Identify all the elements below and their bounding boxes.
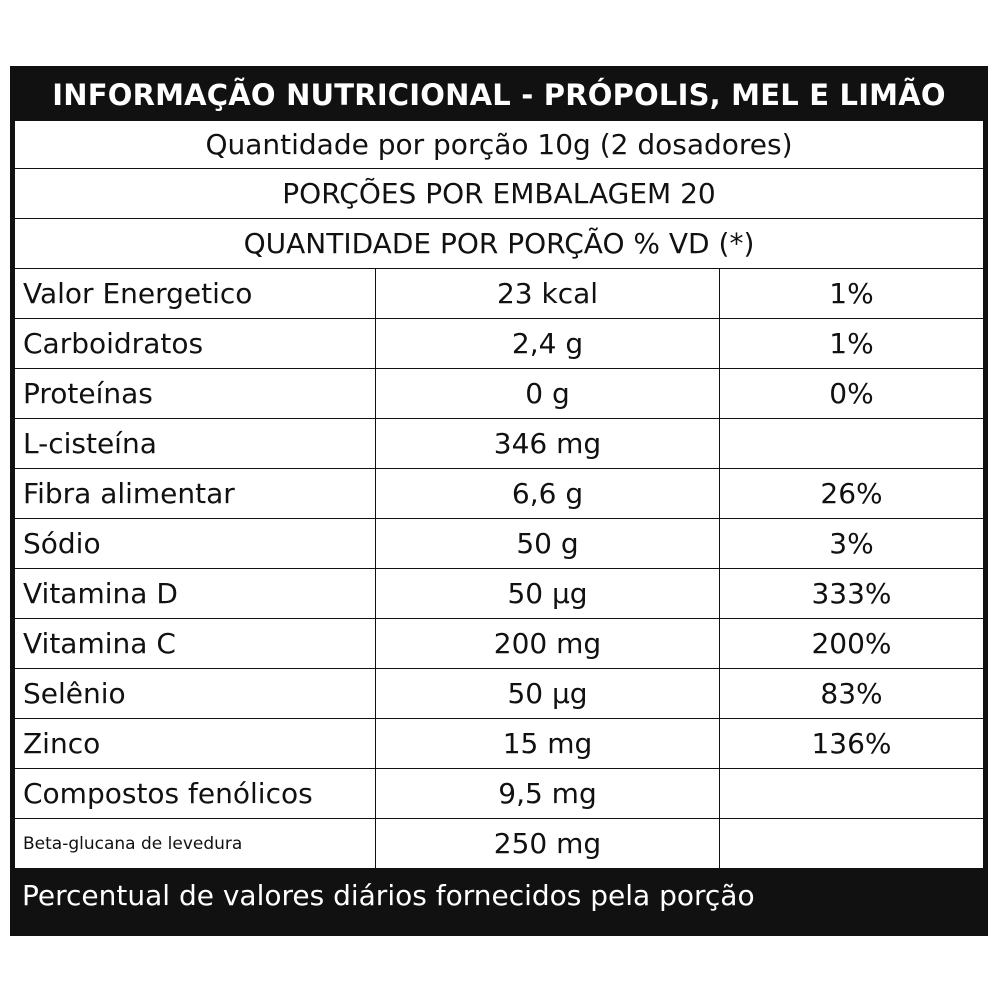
nutrient-amount: 50 µg <box>375 668 720 719</box>
nutrient-vd <box>719 818 983 869</box>
nutrient-name: Compostos fenólicos <box>15 768 376 819</box>
nutrient-name: Proteínas <box>15 368 376 419</box>
table-row: Sódio 50 g 3% <box>15 518 983 569</box>
nutrient-table: Valor Energetico 23 kcal 1% Carboidratos… <box>15 269 983 869</box>
nutrient-name: Vitamina C <box>15 618 376 669</box>
nutrient-amount: 50 µg <box>375 568 720 619</box>
nutrient-amount: 2,4 g <box>375 318 720 369</box>
table-row: Zinco 15 mg 136% <box>15 718 983 769</box>
table-row: Selênio 50 µg 83% <box>15 668 983 719</box>
nutrient-amount: 9,5 mg <box>375 768 720 819</box>
nutrient-vd: 1% <box>719 318 983 369</box>
nutrient-vd: 83% <box>719 668 983 719</box>
table-row: Beta-glucana de levedura 250 mg <box>15 818 983 869</box>
nutrient-name: Valor Energetico <box>15 269 376 319</box>
table-row: Carboidratos 2,4 g 1% <box>15 318 983 369</box>
nutrient-amount: 0 g <box>375 368 720 419</box>
servings-per-package: PORÇÕES POR EMBALAGEM 20 <box>15 169 983 219</box>
nutrient-amount: 23 kcal <box>375 269 720 319</box>
nutrient-amount: 200 mg <box>375 618 720 669</box>
nutrient-amount: 6,6 g <box>375 468 720 519</box>
nutrient-vd: 333% <box>719 568 983 619</box>
table-row: Vitamina C 200 mg 200% <box>15 618 983 669</box>
column-header: QUANTIDADE POR PORÇÃO % VD (*) <box>15 219 983 269</box>
nutrient-vd: 200% <box>719 618 983 669</box>
table-row: Fibra alimentar 6,6 g 26% <box>15 468 983 519</box>
nutrient-vd: 1% <box>719 269 983 319</box>
nutrient-name: Selênio <box>15 668 376 719</box>
table-row: Compostos fenólicos 9,5 mg <box>15 768 983 819</box>
nutrient-amount: 250 mg <box>375 818 720 869</box>
nutrient-name: Fibra alimentar <box>15 468 376 519</box>
nutrient-vd: 0% <box>719 368 983 419</box>
nutrient-amount: 50 g <box>375 518 720 569</box>
nutrient-amount: 15 mg <box>375 718 720 769</box>
nutrient-name: Carboidratos <box>15 318 376 369</box>
table-row: Valor Energetico 23 kcal 1% <box>15 269 983 319</box>
nutrient-name: L-cisteína <box>15 418 376 469</box>
nutrient-name: Zinco <box>15 718 376 769</box>
table-row: L-cisteína 346 mg <box>15 418 983 469</box>
nutrient-name: Beta-glucana de levedura <box>15 818 376 869</box>
nutrition-facts-label: INFORMAÇÃO NUTRICIONAL - PRÓPOLIS, MEL E… <box>10 66 988 936</box>
table-row: Proteínas 0 g 0% <box>15 368 983 419</box>
label-body: Quantidade por porção 10g (2 dosadores) … <box>14 120 984 869</box>
table-row: Vitamina D 50 µg 333% <box>15 568 983 619</box>
nutrient-vd <box>719 418 983 469</box>
nutrient-name: Vitamina D <box>15 568 376 619</box>
footer-note: Percentual de valores diários fornecidos… <box>22 878 755 912</box>
nutrient-amount: 346 mg <box>375 418 720 469</box>
nutrient-vd: 3% <box>719 518 983 569</box>
nutrient-name: Sódio <box>15 518 376 569</box>
label-title: INFORMAÇÃO NUTRICIONAL - PRÓPOLIS, MEL E… <box>52 78 946 112</box>
nutrient-vd <box>719 768 983 819</box>
nutrient-vd: 136% <box>719 718 983 769</box>
serving-size: Quantidade por porção 10g (2 dosadores) <box>15 121 983 169</box>
nutrient-vd: 26% <box>719 468 983 519</box>
